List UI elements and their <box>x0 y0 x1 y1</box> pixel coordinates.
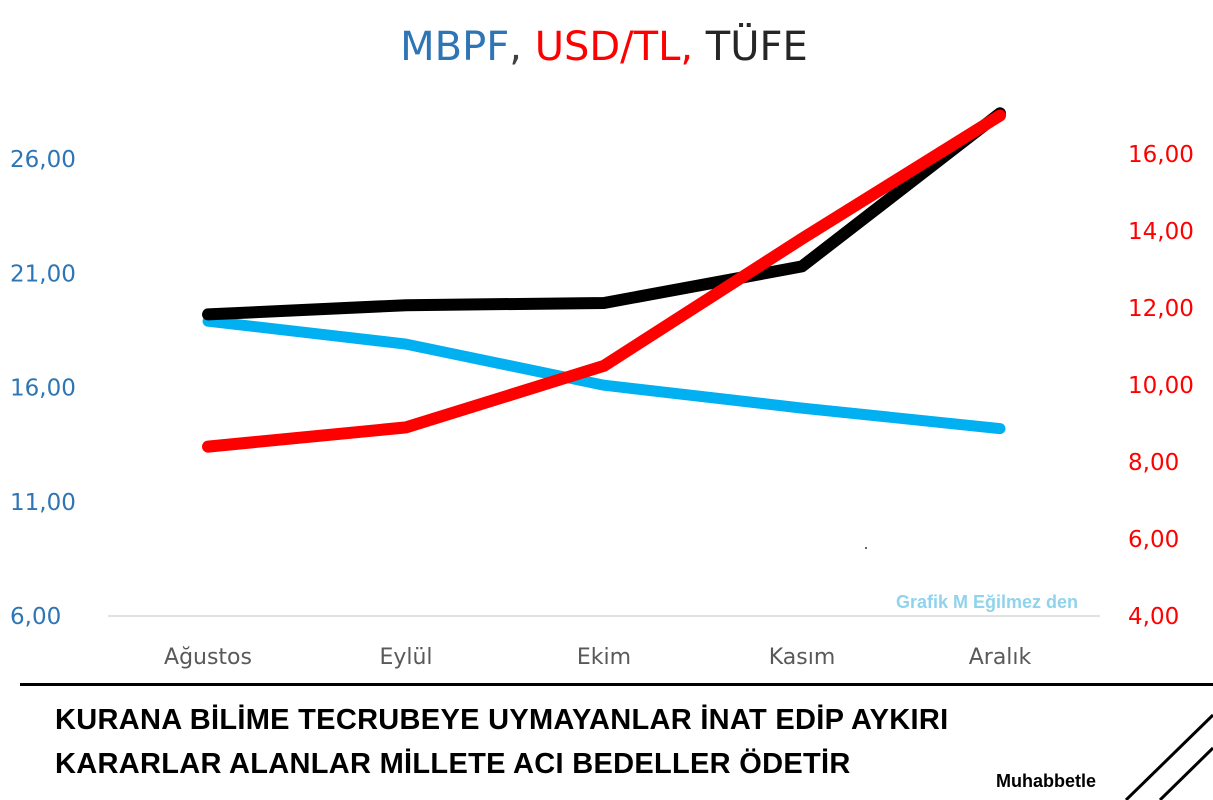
chart-title-part: , <box>509 24 534 70</box>
chart-title-part: USD/TL, <box>535 24 693 70</box>
caption-divider <box>20 683 1213 686</box>
corner-slash-1 <box>1124 713 1213 800</box>
left-axis: 26,00 21,00 16,00 11,00 6,00 <box>10 147 76 630</box>
stray-dot <box>865 547 867 549</box>
left-tick-label: 16,00 <box>10 376 76 402</box>
right-axis: 16,00 14,00 12,00 10,00 8,00 6,00 4,00 <box>1128 142 1194 630</box>
chart-title: MBPF, USD/TL, TÜFE <box>400 22 808 70</box>
series-line-3 <box>202 109 1006 453</box>
right-tick-label: 12,00 <box>1128 296 1194 322</box>
series-lines <box>202 107 1006 453</box>
x-tick-label: Eylül <box>379 645 432 670</box>
left-tick-label: 11,00 <box>10 490 76 516</box>
right-tick-label: 14,00 <box>1128 219 1194 245</box>
right-tick-label: 8,00 <box>1128 450 1179 476</box>
x-axis: Ağustos Eylül Ekim Kasım Aralık <box>164 645 1032 670</box>
x-tick-label: Ekim <box>577 645 631 670</box>
left-tick-label: 26,00 <box>10 147 76 173</box>
right-tick-label: 4,00 <box>1128 604 1179 630</box>
signature: Muhabbetle <box>996 771 1097 791</box>
left-tick-label: 6,00 <box>10 604 61 630</box>
chart-title-part: TÜFE <box>693 22 808 70</box>
x-tick-label: Aralık <box>969 645 1032 670</box>
caption-line-1: KURANA BİLİME TECRUBEYE UYMAYANLAR İNAT … <box>55 704 949 736</box>
right-tick-label: 16,00 <box>1128 142 1194 168</box>
right-tick-label: 10,00 <box>1128 373 1194 399</box>
right-tick-label: 6,00 <box>1128 527 1179 553</box>
x-tick-label: Kasım <box>769 645 836 670</box>
chart-title-part: MBPF <box>400 24 509 70</box>
series-line-1 <box>202 315 1006 435</box>
x-tick-label: Ağustos <box>164 645 252 670</box>
corner-slash-2 <box>1158 746 1213 800</box>
series-line-2 <box>202 107 1006 321</box>
chart-credit: Grafik M Eğilmez den <box>896 592 1078 612</box>
caption-line-2: KARARLAR ALANLAR MİLLETE ACI BEDELLER ÖD… <box>55 748 851 780</box>
left-tick-label: 21,00 <box>10 261 76 287</box>
